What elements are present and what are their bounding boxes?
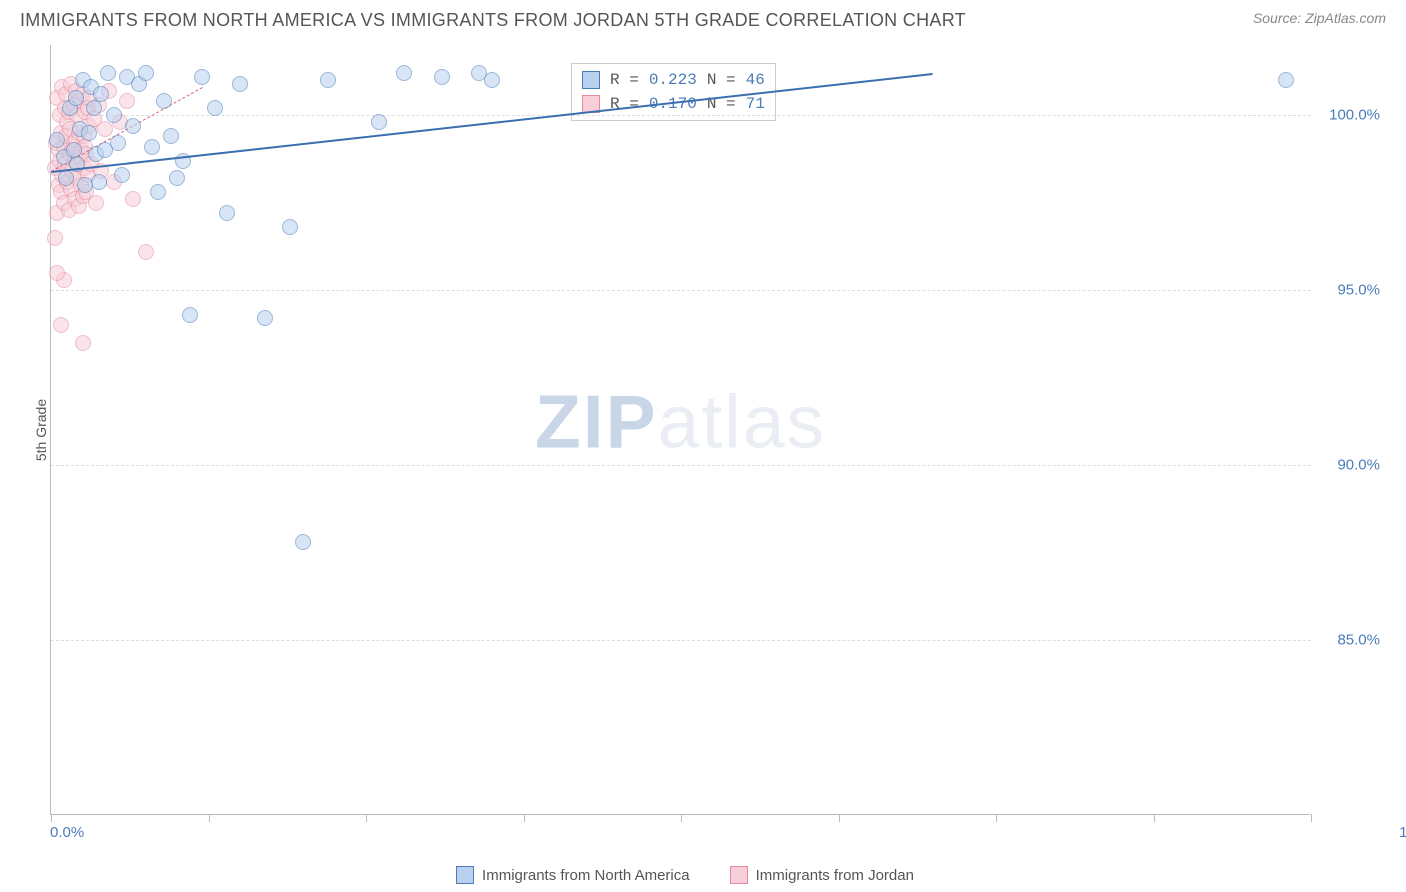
y-tick-label: 95.0% [1337,282,1380,299]
data-point [58,170,74,186]
x-tick [1154,814,1155,822]
watermark-atlas: atlas [658,379,826,463]
legend-label: Immigrants from North America [482,867,690,884]
data-point [125,191,141,207]
x-axis-first-label: 0.0% [50,824,84,841]
data-point [396,65,412,81]
data-point [88,195,104,211]
data-point [68,90,84,106]
grid-line [51,115,1311,116]
data-point [371,114,387,130]
y-tick-label: 100.0% [1329,107,1380,124]
x-tick [996,814,997,822]
stat-n-label: N = [707,68,736,92]
legend-label: Immigrants from Jordan [756,867,914,884]
x-tick [1311,814,1312,822]
data-point [156,93,172,109]
data-point [207,100,223,116]
y-axis-label: 5th Grade [33,399,49,461]
data-point [119,93,135,109]
data-point [106,107,122,123]
data-point [86,100,102,116]
data-point [91,174,107,190]
data-point [75,335,91,351]
data-point [93,86,109,102]
data-point [282,219,298,235]
data-point [320,72,336,88]
y-tick-label: 85.0% [1337,632,1380,649]
data-point [49,132,65,148]
watermark: ZIPatlas [535,378,826,464]
stat-row: R = 0.223 N = 46 [582,68,765,92]
stat-r-value: 0.223 [649,68,697,92]
data-point [114,167,130,183]
legend: Immigrants from North America Immigrants … [50,866,1320,884]
stat-n-value: 46 [746,68,765,92]
chart-title: IMMIGRANTS FROM NORTH AMERICA VS IMMIGRA… [20,10,966,31]
data-point [232,76,248,92]
data-point [110,135,126,151]
watermark-zip: ZIP [535,379,658,463]
grid-line [51,640,1311,641]
x-tick [839,814,840,822]
legend-swatch [582,71,600,89]
data-point [150,184,166,200]
grid-line [51,465,1311,466]
data-point [163,128,179,144]
grid-line [51,290,1311,291]
x-tick [366,814,367,822]
data-point [53,317,69,333]
data-point [138,244,154,260]
data-point [434,69,450,85]
chart-source: Source: ZipAtlas.com [1253,10,1386,26]
chart-area: 5th Grade ZIPatlas R = 0.223 N = 46R = 0… [50,45,1380,815]
data-point [138,65,154,81]
data-point [81,125,97,141]
legend-item: Immigrants from Jordan [730,866,914,884]
legend-swatch [730,866,748,884]
stat-r-label: R = [610,68,639,92]
data-point [47,230,63,246]
y-tick-label: 90.0% [1337,457,1380,474]
stat-r-label: R = [610,92,639,116]
x-tick [51,814,52,822]
data-point [182,307,198,323]
legend-item: Immigrants from North America [456,866,690,884]
data-point [144,139,160,155]
stat-n-value: 71 [746,92,765,116]
data-point [484,72,500,88]
data-point [295,534,311,550]
plot-region: ZIPatlas R = 0.223 N = 46R = 0.170 N = 7… [50,45,1310,815]
stats-box: R = 0.223 N = 46R = 0.170 N = 71 [571,63,776,121]
data-point [257,310,273,326]
data-point [49,265,65,281]
data-point [125,118,141,134]
data-point [97,121,113,137]
legend-swatch [456,866,474,884]
data-point [219,205,235,221]
x-tick [681,814,682,822]
x-axis-last-label: 100.0% [1399,824,1406,841]
data-point [100,65,116,81]
data-point [194,69,210,85]
data-point [1278,72,1294,88]
x-tick [209,814,210,822]
x-tick [524,814,525,822]
data-point [169,170,185,186]
